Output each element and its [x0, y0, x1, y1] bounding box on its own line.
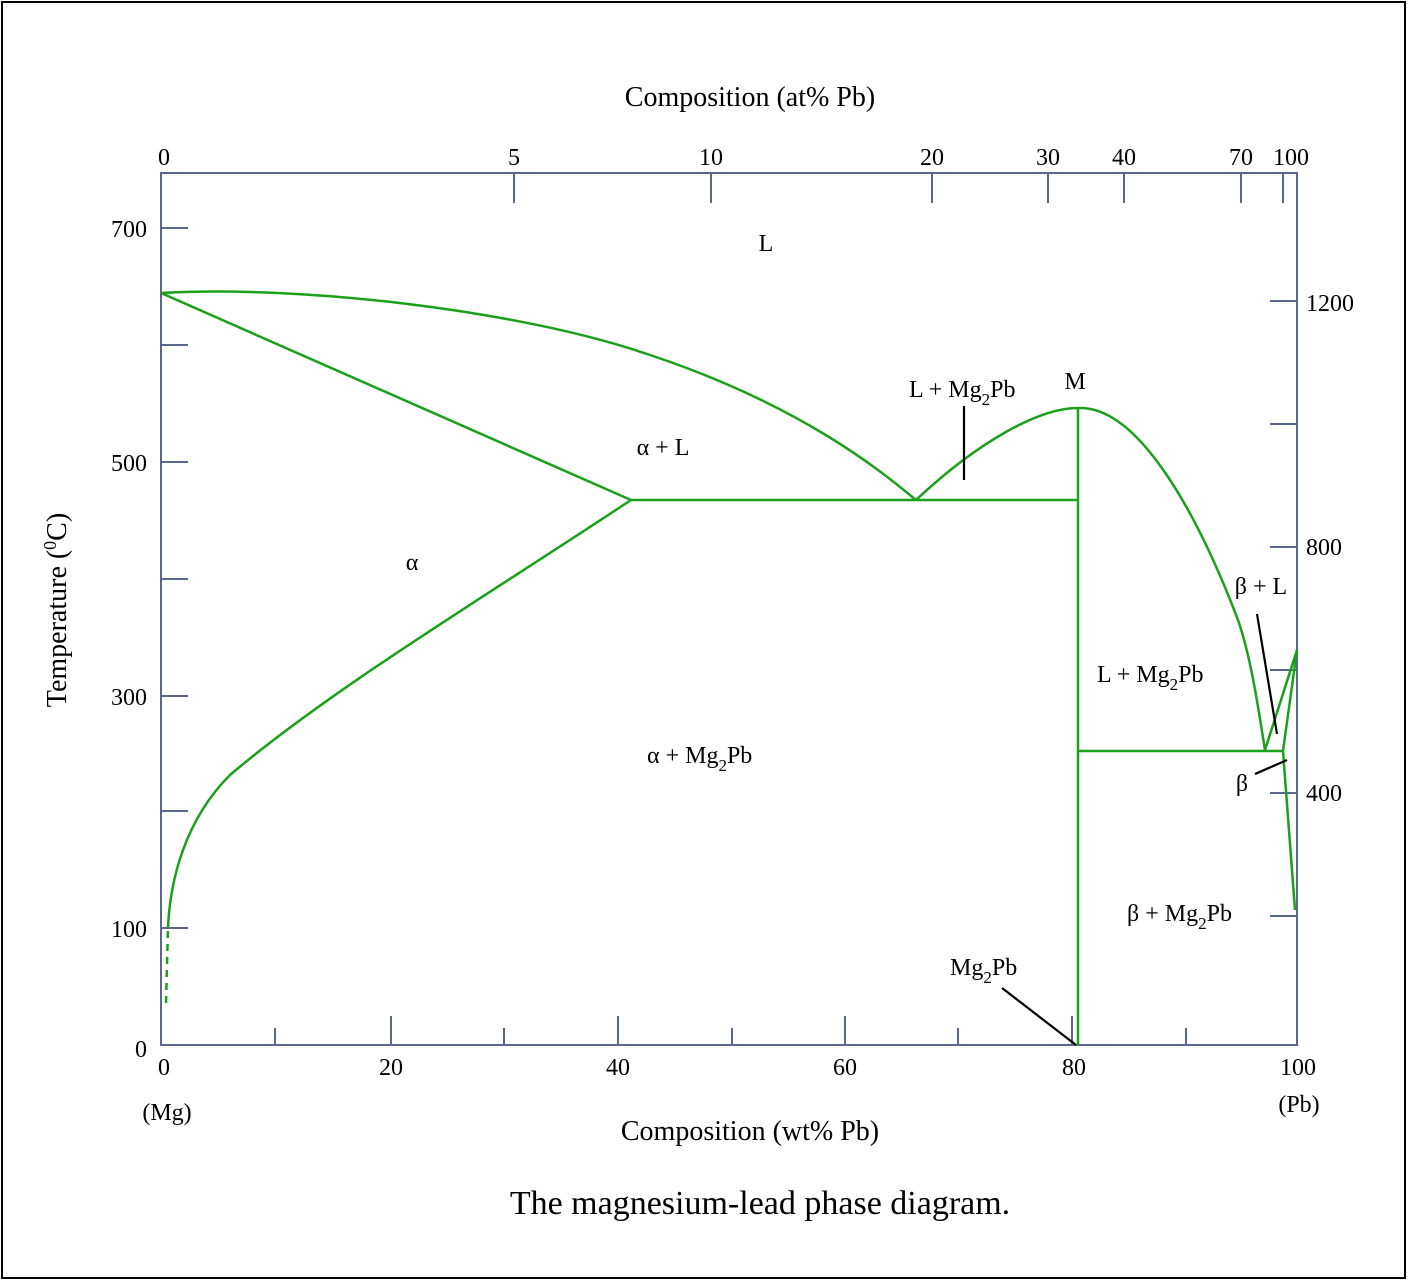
region-labels: L α + L α α + Mg2Pb L + Mg2Pb M L + Mg2P…: [406, 231, 1287, 987]
compound-mg2pb-label: Mg2Pb: [950, 955, 1017, 987]
y2-tick-label: 1200: [1306, 291, 1354, 317]
solvus-beta: [1281, 750, 1297, 911]
pointer-beta: [1254, 758, 1288, 776]
x-axis-title: Composition (wt% Pb): [621, 1116, 879, 1147]
left-tick-labels: 0 100 300 500 700: [111, 217, 147, 1063]
congruent-point-m: M: [1064, 369, 1085, 395]
x-tick-label: 0: [158, 1055, 170, 1081]
y2-tick-label: 400: [1306, 781, 1342, 807]
top-tick-label: 70: [1229, 145, 1253, 171]
top-tick-label: 100: [1273, 145, 1309, 171]
right-tick-labels: 400 800 1200: [1306, 291, 1354, 807]
y-tick-label: 500: [111, 451, 147, 477]
solvus-alpha: [166, 498, 632, 929]
top-tick-label: 20: [920, 145, 944, 171]
pointer-lines: [962, 406, 1288, 1046]
figure-caption: The magnesium-lead phase diagram.: [510, 1185, 1010, 1222]
x-tick-label: 100: [1280, 1055, 1316, 1081]
solidus-alpha: [160, 291, 632, 502]
top-tick-label: 30: [1036, 145, 1060, 171]
region-liquid-plus-mg2pb-left: L + Mg2Pb: [909, 377, 1016, 409]
y-tick-label: 100: [111, 917, 147, 943]
axis-ticks: [161, 173, 1297, 1045]
pointer-beta-l: [1255, 613, 1279, 735]
x-tick-label: 80: [1062, 1055, 1086, 1081]
region-beta-plus-mg2pb: β + Mg2Pb: [1127, 901, 1232, 933]
x-end-label-pb: (Pb): [1278, 1092, 1319, 1118]
solvus-alpha-dashed: [164, 927, 170, 1004]
top-tick-label: 40: [1112, 145, 1136, 171]
region-beta: β: [1236, 771, 1248, 797]
top-tick-label: 5: [508, 145, 520, 171]
top-tick-label: 0: [158, 145, 170, 171]
region-alpha-plus-liquid: α + L: [637, 435, 690, 461]
liquidus-pb: [1263, 649, 1299, 751]
pointer-mg2pb: [1001, 987, 1077, 1046]
y-tick-label: 0: [135, 1037, 147, 1063]
region-beta-plus-liquid: β + L: [1235, 574, 1287, 600]
x-tick-label: 60: [833, 1055, 857, 1081]
region-alpha-plus-mg2pb: α + Mg2Pb: [647, 743, 752, 775]
y-tick-label: 300: [111, 685, 147, 711]
liquidus-mg2pb-left: [915, 406, 1079, 501]
liquidus-mg2pb-right: [1077, 406, 1267, 751]
region-alpha: α: [406, 550, 419, 576]
x-end-label-mg: (Mg): [142, 1100, 191, 1126]
region-liquid: L: [759, 231, 774, 257]
top-tick-label: 10: [699, 145, 723, 171]
region-liquid-plus-mg2pb-right: L + Mg2Pb: [1097, 662, 1204, 694]
y2-tick-label: 800: [1306, 535, 1342, 561]
y-axis-title: Temperature (0C): [40, 513, 73, 707]
top-axis-title: Composition (at% Pb): [625, 82, 875, 113]
plot-area: [160, 172, 1298, 1046]
x-tick-label: 20: [379, 1055, 403, 1081]
solidus-beta: [1281, 649, 1299, 752]
phase-boundaries: [160, 290, 1299, 1045]
bottom-tick-labels: 0 20 40 60 80 100 (Mg) (Pb): [142, 1055, 1319, 1126]
y-tick-label: 700: [111, 217, 147, 243]
liquidus-mg-side: [160, 290, 917, 501]
top-tick-labels: 0 5 10 20 30 40 70 100: [158, 145, 1309, 171]
x-tick-label: 40: [606, 1055, 630, 1081]
